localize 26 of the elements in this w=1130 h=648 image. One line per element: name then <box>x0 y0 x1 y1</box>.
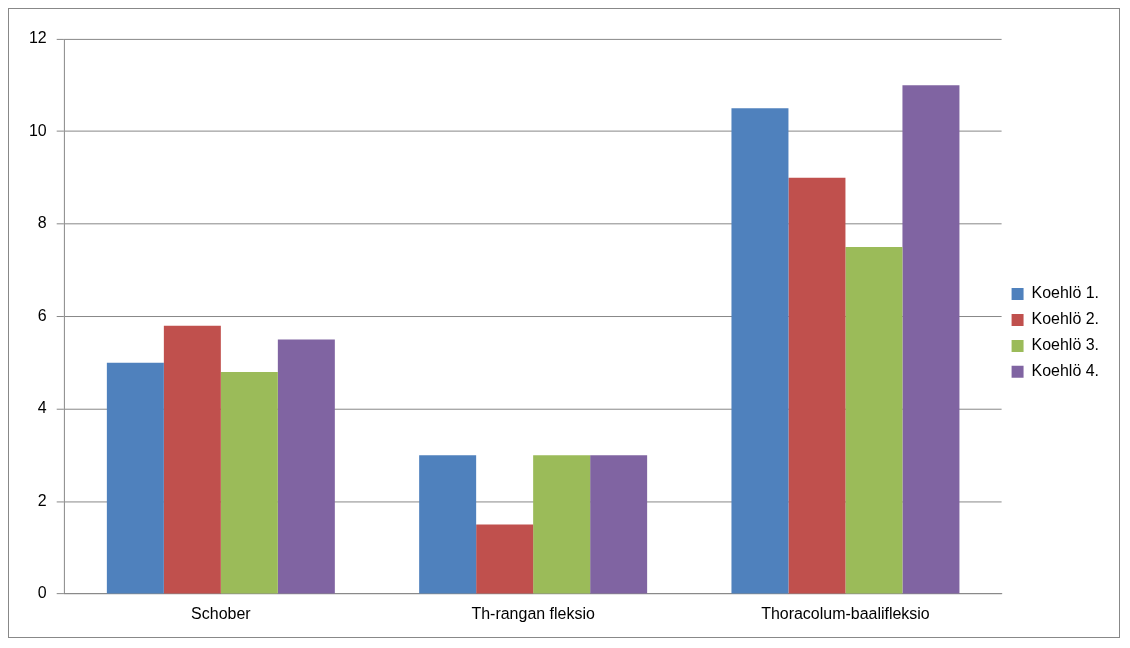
bar <box>590 455 648 594</box>
bar <box>106 362 164 594</box>
y-tick-label: 6 <box>37 306 47 324</box>
legend-label: Koehlö 4. <box>1031 362 1100 380</box>
legend-label: Koehlö 3. <box>1031 336 1100 354</box>
legend-label: Koehlö 1. <box>1031 284 1100 302</box>
x-tick-label: Schober <box>191 604 252 622</box>
bar <box>788 177 846 594</box>
y-tick-label: 0 <box>37 584 47 602</box>
bar <box>163 325 221 594</box>
y-tick-label: 4 <box>37 399 47 417</box>
y-tick-label: 12 <box>28 29 47 47</box>
legend-label: Koehlö 2. <box>1031 310 1100 328</box>
bar <box>731 108 789 594</box>
x-tick-label: Thoracolum-baalifleksio <box>761 604 930 622</box>
bar <box>476 524 534 594</box>
bar <box>419 455 477 594</box>
y-tick-label: 10 <box>28 121 47 139</box>
y-tick-label: 8 <box>37 214 47 232</box>
y-tick-label: 2 <box>37 491 47 509</box>
bar <box>845 247 903 594</box>
bar <box>220 371 278 594</box>
bar <box>277 339 335 594</box>
x-tick-label: Th-rangan fleksio <box>471 604 595 622</box>
bar <box>533 455 591 594</box>
bar <box>902 85 960 594</box>
